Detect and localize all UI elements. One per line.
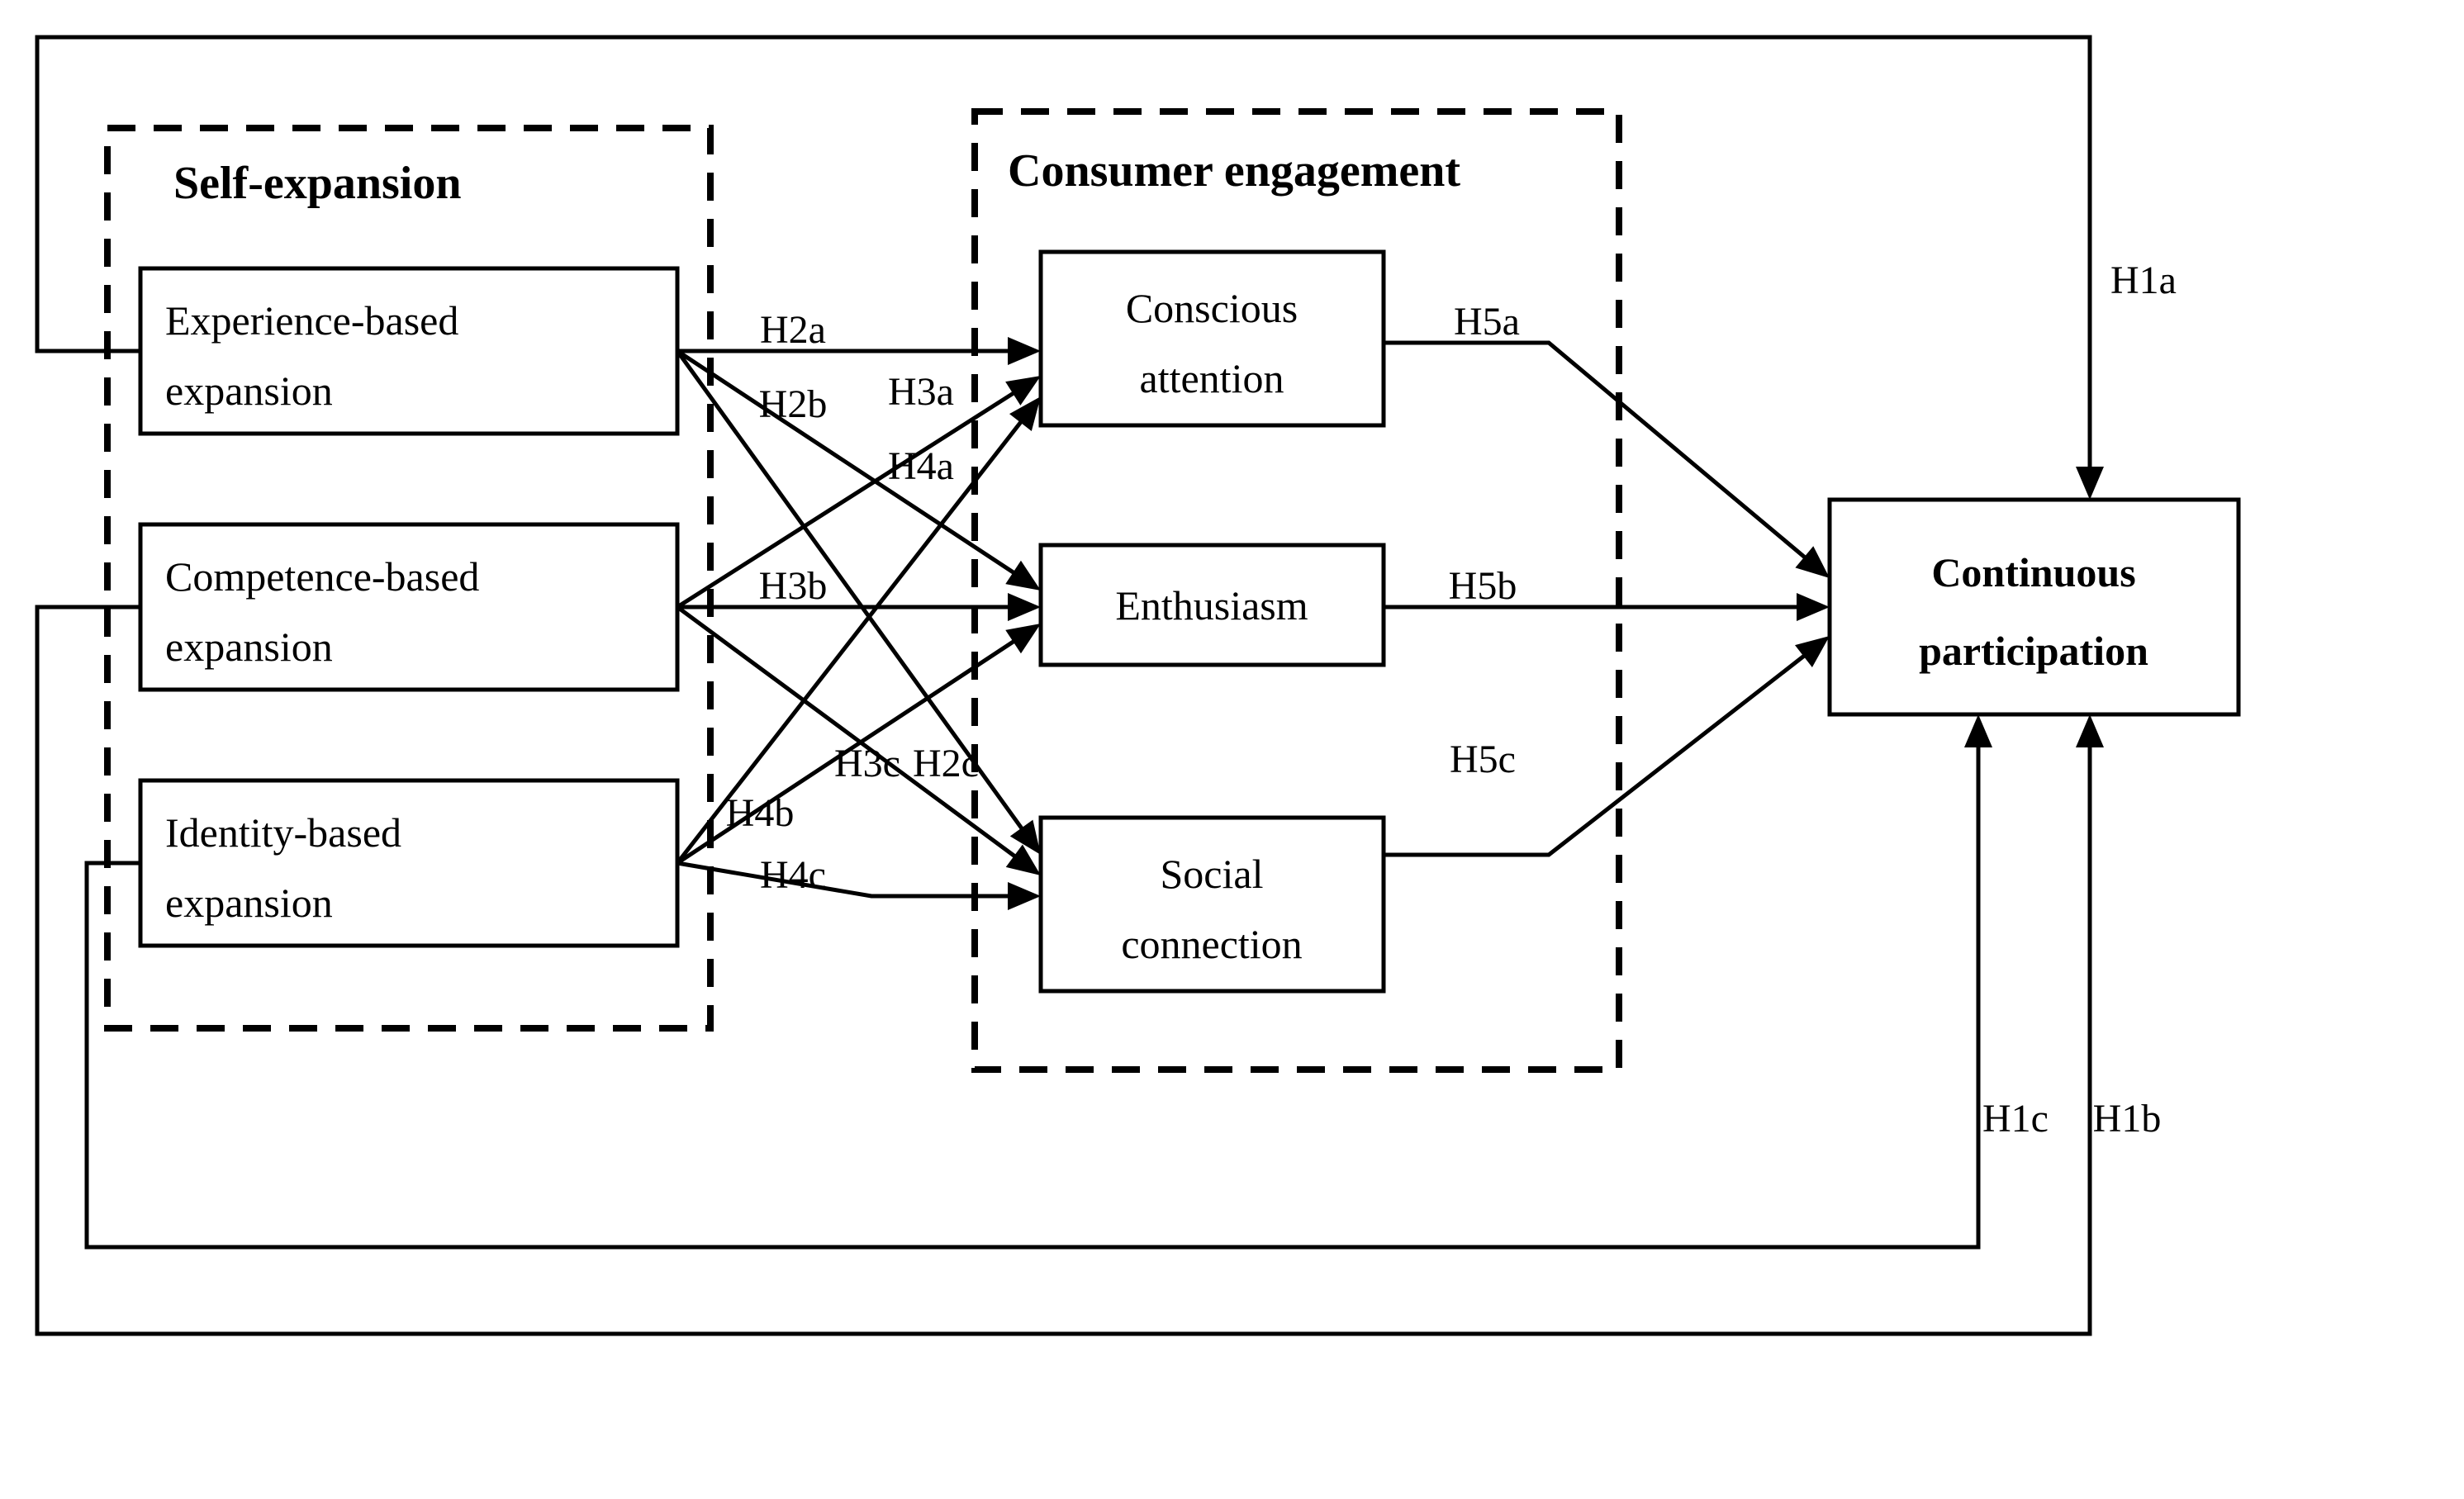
edge-label-H5c: H5c bbox=[1450, 738, 1516, 781]
edge-label-H4c: H4c bbox=[760, 853, 826, 897]
edge-label-H2a: H2a bbox=[760, 308, 826, 352]
edge-label-H1c: H1c bbox=[1982, 1097, 2049, 1141]
edge-label-H4b: H4b bbox=[726, 791, 795, 835]
node-label-exp-2: expansion bbox=[165, 368, 333, 414]
node-label-soc-2: connection bbox=[1121, 921, 1302, 967]
diagram-svg: Experience-based expansion Competence-base… bbox=[0, 0, 2464, 1499]
edge-label-H3a: H3a bbox=[888, 370, 954, 414]
node-label-comp-1: Competence-based bbox=[165, 553, 479, 600]
group-title-consumer_engagement: Consumer engagement bbox=[1008, 145, 1460, 197]
edge-label-H3c: H3c bbox=[834, 742, 900, 785]
node-label-exp-1: Experience-based bbox=[165, 297, 458, 344]
edge-label-H3b: H3b bbox=[759, 564, 828, 608]
edge-label-H1b: H1b bbox=[2093, 1097, 2162, 1141]
diagram-root: Experience-based expansion Competence-base… bbox=[0, 0, 2464, 1499]
edge-label-H5a: H5a bbox=[1454, 300, 1520, 344]
group-title-self_expansion: Self-expansion bbox=[173, 158, 462, 209]
node-label-iden-2: expansion bbox=[165, 880, 333, 926]
node-label-cons-2: attention bbox=[1140, 355, 1284, 401]
node-label-cons-1: Conscious bbox=[1126, 285, 1298, 331]
node-label-enth-1: Enthusiasm bbox=[1115, 582, 1308, 629]
node-label-iden-1: Identity-based bbox=[165, 809, 401, 856]
edge-label-H5b: H5b bbox=[1449, 564, 1517, 608]
node-label-cont-2: participation bbox=[1919, 628, 2148, 674]
edge-label-H1a: H1a bbox=[2110, 259, 2177, 302]
node-label-soc-1: Social bbox=[1161, 851, 1264, 897]
node-label-cont-1: Continuous bbox=[1931, 549, 2135, 595]
edge-label-H2c: H2c bbox=[913, 742, 979, 785]
node-cont bbox=[1830, 500, 2238, 714]
edge-label-H2b: H2b bbox=[759, 382, 828, 426]
node-label-comp-2: expansion bbox=[165, 624, 333, 670]
edge-label-H4a: H4a bbox=[888, 444, 954, 488]
